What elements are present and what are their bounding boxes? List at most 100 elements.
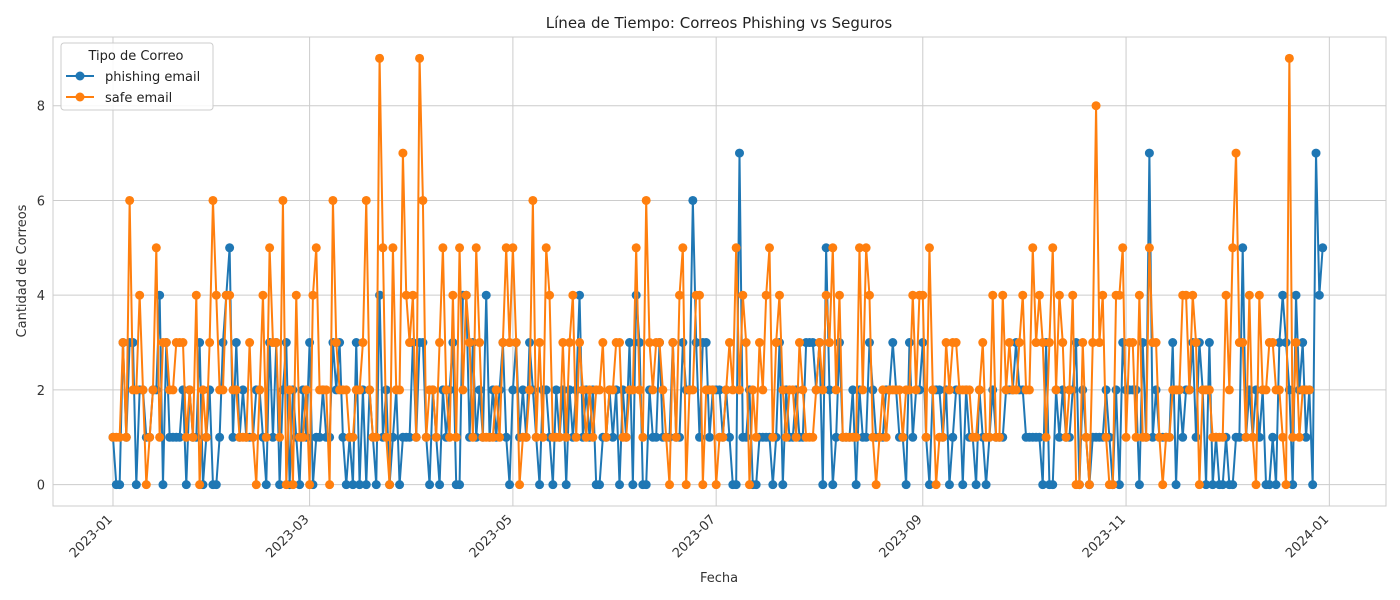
- data-point-safe-email: [1261, 385, 1271, 395]
- data-point-safe-email: [1074, 480, 1084, 490]
- data-point-safe-email: [541, 243, 551, 253]
- data-point-phishing-email: [338, 432, 348, 442]
- data-point-safe-email: [148, 385, 158, 395]
- data-point-phishing-email: [501, 432, 511, 442]
- data-point-safe-email: [395, 385, 405, 395]
- legend-item-phishing-email: phishing email: [66, 70, 200, 85]
- data-point-phishing-email: [1218, 480, 1228, 490]
- data-point-phishing-email: [115, 480, 125, 490]
- data-point-safe-email: [1251, 480, 1261, 490]
- y-tick-label: 6: [37, 194, 45, 209]
- series-safe-email: [108, 53, 1314, 490]
- data-point-safe-email: [824, 338, 834, 348]
- data-point-safe-email: [501, 243, 511, 253]
- data-point-safe-email: [1181, 290, 1191, 300]
- data-point-safe-email: [358, 338, 368, 348]
- data-point-phishing-email: [818, 480, 828, 490]
- data-point-safe-email: [731, 243, 741, 253]
- data-point-phishing-email: [1134, 480, 1144, 490]
- data-point-safe-email: [951, 338, 961, 348]
- data-point-phishing-email: [901, 480, 911, 490]
- data-point-safe-email: [505, 338, 515, 348]
- data-point-safe-email: [928, 385, 938, 395]
- data-point-safe-email: [1014, 338, 1024, 348]
- data-point-phishing-email: [561, 480, 571, 490]
- data-point-safe-email: [1284, 53, 1294, 63]
- data-point-safe-email: [854, 243, 864, 253]
- data-point-safe-email: [871, 480, 881, 490]
- data-point-safe-email: [528, 195, 538, 205]
- data-point-safe-email: [908, 290, 918, 300]
- data-point-phishing-email: [1301, 432, 1311, 442]
- data-point-safe-email: [201, 432, 211, 442]
- data-point-safe-email: [858, 385, 868, 395]
- data-point-phishing-email: [131, 480, 141, 490]
- data-point-safe-email: [728, 385, 738, 395]
- data-point-safe-email: [818, 385, 828, 395]
- data-point-phishing-email: [1314, 290, 1324, 300]
- data-point-safe-email: [448, 290, 458, 300]
- data-point-safe-email: [468, 432, 478, 442]
- data-point-safe-email: [615, 338, 625, 348]
- data-point-phishing-email: [1101, 385, 1111, 395]
- data-point-safe-email: [695, 290, 704, 300]
- data-point-safe-email: [744, 480, 754, 490]
- data-point-safe-email: [631, 243, 641, 253]
- data-point-safe-email: [1001, 385, 1011, 395]
- data-point-safe-email: [1041, 432, 1051, 442]
- data-point-safe-email: [445, 432, 455, 442]
- data-point-safe-email: [275, 432, 285, 442]
- data-point-safe-email: [1064, 385, 1074, 395]
- data-point-safe-email: [808, 432, 818, 442]
- data-point-safe-email: [1151, 338, 1161, 348]
- data-point-safe-email: [1268, 338, 1278, 348]
- data-point-phishing-email: [725, 432, 734, 442]
- data-point-safe-email: [558, 338, 568, 348]
- data-point-safe-email: [421, 432, 431, 442]
- data-point-phishing-email: [1234, 432, 1244, 442]
- data-point-phishing-email: [1271, 480, 1281, 490]
- data-point-safe-email: [325, 480, 335, 490]
- data-point-safe-email: [195, 480, 205, 490]
- data-point-phishing-email: [518, 385, 528, 395]
- data-point-phishing-email: [735, 148, 744, 158]
- data-point-safe-email: [365, 385, 375, 395]
- data-point-phishing-email: [435, 480, 445, 490]
- data-point-safe-email: [904, 385, 914, 395]
- data-point-safe-email: [361, 195, 371, 205]
- data-point-phishing-email: [888, 338, 898, 348]
- data-point-safe-email: [1281, 480, 1291, 490]
- legend-label: safe email: [105, 91, 172, 106]
- data-point-safe-email: [974, 385, 984, 395]
- data-point-safe-email: [698, 480, 708, 490]
- data-point-safe-email: [331, 338, 341, 348]
- data-point-safe-email: [1131, 432, 1141, 442]
- data-point-phishing-email: [751, 480, 761, 490]
- data-point-phishing-email: [868, 385, 878, 395]
- data-point-safe-email: [641, 195, 651, 205]
- data-point-phishing-email: [1131, 385, 1141, 395]
- data-point-phishing-email: [918, 338, 928, 348]
- data-point-phishing-email: [1291, 290, 1301, 300]
- data-point-safe-email: [655, 338, 665, 348]
- data-point-safe-email: [821, 290, 831, 300]
- data-point-phishing-email: [181, 480, 191, 490]
- data-point-safe-email: [135, 290, 145, 300]
- data-point-safe-email: [1128, 338, 1138, 348]
- data-point-phishing-email: [481, 290, 491, 300]
- data-point-safe-email: [1221, 290, 1231, 300]
- data-point-safe-email: [1291, 338, 1301, 348]
- data-point-safe-email: [761, 290, 771, 300]
- data-point-safe-email: [1018, 290, 1028, 300]
- data-point-safe-email: [418, 195, 428, 205]
- data-point-safe-email: [1204, 385, 1214, 395]
- data-point-safe-email: [894, 385, 904, 395]
- data-point-safe-email: [778, 385, 788, 395]
- data-point-safe-email: [441, 385, 451, 395]
- data-point-phishing-email: [1268, 432, 1278, 442]
- data-point-safe-email: [531, 432, 541, 442]
- data-point-phishing-email: [281, 338, 291, 348]
- data-point-safe-email: [465, 338, 475, 348]
- data-point-safe-email: [471, 243, 481, 253]
- data-point-safe-email: [508, 243, 518, 253]
